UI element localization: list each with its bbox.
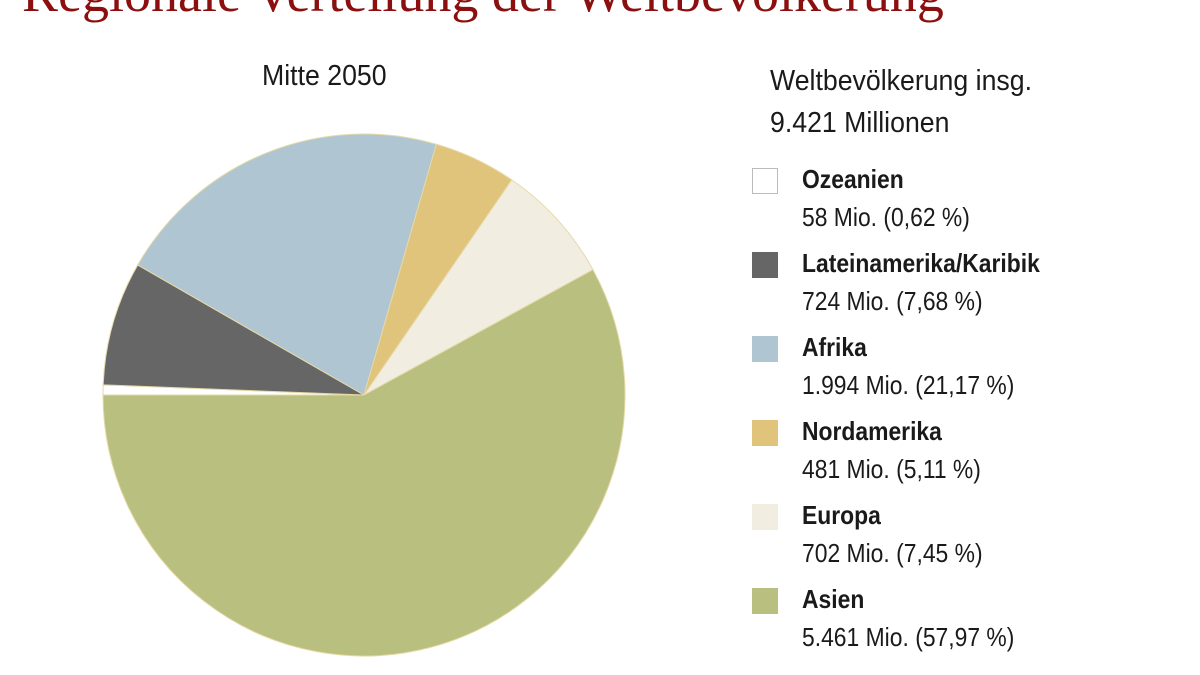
legend-swatch — [752, 336, 778, 362]
legend-swatch — [752, 420, 778, 446]
legend-value: 58 Mio. (0,62 %) — [802, 202, 970, 232]
legend-value: 5.461 Mio. (57,97 %) — [802, 622, 1015, 652]
legend-name: Europa — [802, 500, 881, 530]
legend-item: Lateinamerika/Karibik 724 Mio. (7,68 %) — [752, 248, 1192, 328]
total-label: Weltbevölkerung insg. — [770, 65, 1033, 97]
legend-name: Lateinamerika/Karibik — [802, 248, 1040, 278]
legend-name: Afrika — [802, 332, 867, 362]
legend-value: 1.994 Mio. (21,17 %) — [802, 370, 1015, 400]
total-block: Weltbevölkerung insg. 9.421 Millionen — [770, 60, 1032, 144]
legend-swatch — [752, 588, 778, 614]
chart-subtitle: Mitte 2050 — [262, 60, 387, 92]
legend-name: Nordamerika — [802, 416, 942, 446]
pie-slice-europa — [363, 179, 594, 396]
legend-item: Asien 5.461 Mio. (57,97 %) — [752, 584, 1192, 664]
legend-value: 724 Mio. (7,68 %) — [802, 286, 983, 316]
chart-title: Regionale Verteilung der Weltbevölkerung — [22, 0, 944, 24]
pie-slice-lateinamerika-karibik — [102, 264, 365, 396]
pie-slice-afrika — [137, 133, 437, 396]
legend-value: 702 Mio. (7,45 %) — [802, 538, 983, 568]
pie-slice-asien — [102, 269, 626, 657]
legend-item: Ozeanien 58 Mio. (0,62 %) — [752, 164, 1192, 244]
legend-name: Ozeanien — [802, 164, 904, 194]
legend-swatch — [752, 504, 778, 530]
legend-swatch — [752, 168, 778, 194]
legend-value: 481 Mio. (5,11 %) — [802, 454, 981, 484]
legend-item: Europa 702 Mio. (7,45 %) — [752, 500, 1192, 580]
total-value: 9.421 Millionen — [770, 107, 950, 139]
legend-item: Afrika 1.994 Mio. (21,17 %) — [752, 332, 1192, 412]
legend-item: Nordamerika 481 Mio. (5,11 %) — [752, 416, 1192, 496]
legend-swatch — [752, 252, 778, 278]
legend-name: Asien — [802, 584, 865, 614]
